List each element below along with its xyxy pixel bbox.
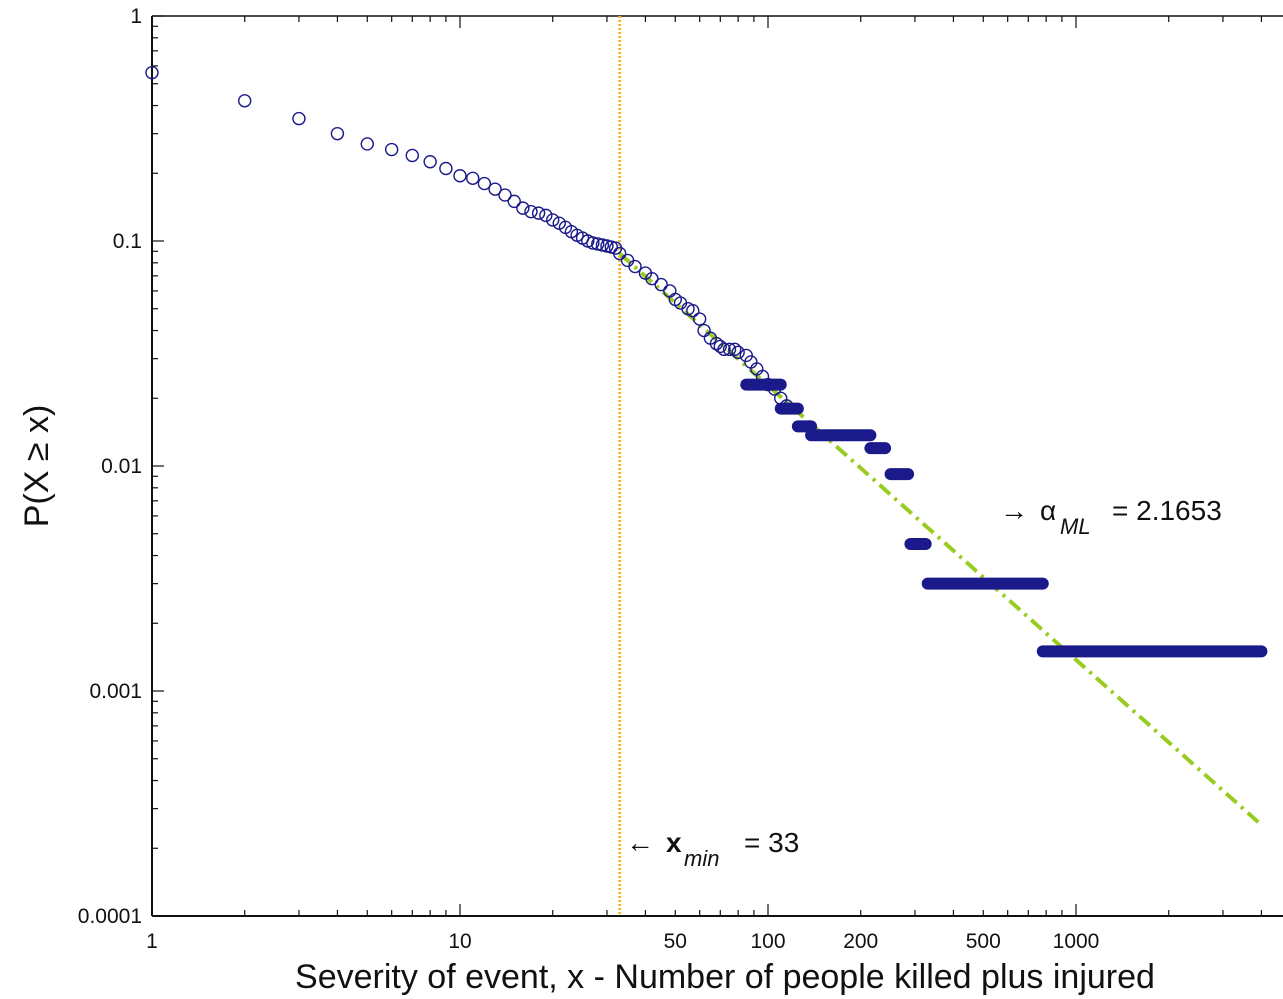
data-point xyxy=(686,304,700,318)
tick-labels: 1 10 50 100 200 500 1000 1 0.1 0.01 0.001 0.0001 xyxy=(78,5,1100,953)
data-point xyxy=(360,137,374,151)
data-marks xyxy=(145,65,1268,658)
data-point xyxy=(531,206,546,220)
y-tick-label: 0.1 xyxy=(113,230,142,253)
y-tick-label: 1 xyxy=(130,5,142,28)
data-point xyxy=(645,271,659,286)
x-tick-label: 1000 xyxy=(1053,930,1100,953)
data-point xyxy=(466,171,480,185)
alpha-arrow: → xyxy=(1000,495,1028,526)
data-point xyxy=(717,342,731,357)
x-tick-label: 200 xyxy=(843,930,878,953)
x-tick-label: 50 xyxy=(664,930,687,953)
alpha-value: = 2.1653 xyxy=(1112,495,1222,526)
data-point xyxy=(524,204,538,219)
alpha-annotation: → α ML = 2.1653 xyxy=(1000,495,1222,539)
reference-lines xyxy=(618,16,1263,916)
data-point xyxy=(292,111,306,126)
data-point xyxy=(507,194,521,209)
data-point xyxy=(663,284,677,298)
data-point xyxy=(384,142,399,157)
xmin-arrow: ← xyxy=(626,827,654,858)
data-point xyxy=(722,342,737,357)
xmin-symbol: x xyxy=(666,827,682,858)
xmin-annotation: ← x min = 33 xyxy=(626,827,799,871)
data-point xyxy=(498,188,512,202)
x-axis-title: Severity of event, x - Number of people … xyxy=(295,958,1155,996)
data-point xyxy=(423,155,437,169)
data-point xyxy=(453,169,467,183)
data-point xyxy=(330,126,345,141)
xmin-value: = 33 xyxy=(744,827,799,858)
data-point xyxy=(546,213,560,227)
y-axis-title: P(X ≥ x) xyxy=(18,405,56,528)
alpha-symbol: α xyxy=(1040,495,1056,526)
data-point xyxy=(591,237,605,251)
xmin-subscript: min xyxy=(684,846,719,871)
data-point xyxy=(539,208,553,223)
y-tick-label: 0.001 xyxy=(89,680,142,703)
data-point xyxy=(595,238,610,252)
alpha-subscript: ML xyxy=(1060,514,1091,539)
data-point xyxy=(405,148,419,163)
x-tick-label: 1 xyxy=(146,930,158,953)
data-point xyxy=(628,259,642,274)
data-point xyxy=(439,161,453,176)
x-tick-label: 500 xyxy=(966,930,1001,953)
axis-ticks xyxy=(151,15,1263,917)
data-point xyxy=(613,246,627,261)
x-tick-label: 10 xyxy=(448,930,471,953)
plot-area xyxy=(151,15,1283,917)
data-point xyxy=(516,201,530,215)
data-point xyxy=(586,236,600,250)
data-point xyxy=(488,182,502,196)
data-point xyxy=(692,312,707,326)
data-point xyxy=(713,339,727,354)
data-point xyxy=(728,342,742,357)
data-point xyxy=(238,94,252,108)
y-tick-label: 0.01 xyxy=(101,455,142,478)
x-tick-label: 100 xyxy=(750,930,785,953)
data-point xyxy=(731,345,745,360)
data-point xyxy=(477,176,492,191)
data-point xyxy=(145,65,159,80)
data-point xyxy=(654,277,668,292)
fit-line xyxy=(618,251,1263,827)
y-tick-label: 0.0001 xyxy=(78,905,142,928)
